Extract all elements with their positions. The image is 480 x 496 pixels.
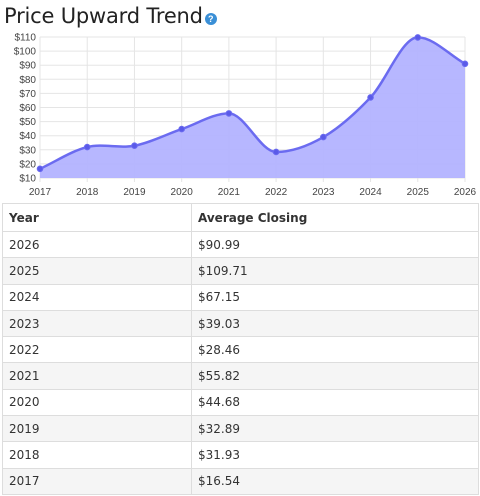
year-cell: 2019 bbox=[2, 415, 192, 443]
header-average-closing: Average Closing bbox=[191, 203, 479, 232]
y-tick-label: $30 bbox=[19, 145, 36, 156]
y-tick-label: $70 bbox=[19, 89, 36, 100]
table-row: 2021 $55.82 bbox=[2, 362, 479, 390]
y-tick-label: $40 bbox=[19, 131, 36, 142]
data-point[interactable] bbox=[131, 142, 138, 150]
x-tick-label: 2019 bbox=[123, 187, 146, 198]
data-point[interactable] bbox=[414, 34, 422, 41]
series-line bbox=[39, 36, 466, 170]
y-tick-label: $60 bbox=[19, 103, 36, 114]
data-point[interactable] bbox=[225, 110, 233, 117]
y-tick-label: $10 bbox=[19, 174, 36, 185]
year-cell: 2017 bbox=[2, 467, 192, 495]
y-tick-label: $100 bbox=[14, 47, 37, 58]
y-tick-label: $110 bbox=[14, 33, 36, 44]
table-row: 2023 $39.03 bbox=[2, 309, 479, 338]
x-tick-label: 2017 bbox=[29, 187, 52, 198]
price-cell: $44.68 bbox=[191, 388, 479, 417]
table-row: 2026 $90.99 bbox=[2, 230, 479, 259]
header-year: Year bbox=[2, 203, 192, 232]
price-cell: $28.46 bbox=[191, 336, 479, 364]
x-tick-label: 2025 bbox=[407, 187, 430, 198]
table-row: 2022 $28.46 bbox=[2, 336, 479, 364]
year-cell: 2025 bbox=[2, 257, 192, 285]
data-point[interactable] bbox=[272, 148, 280, 156]
price-cell: $16.54 bbox=[191, 467, 479, 495]
price-cell: $55.82 bbox=[191, 362, 479, 390]
x-tick-label: 2020 bbox=[171, 187, 194, 198]
price-cell: $39.03 bbox=[191, 309, 479, 338]
y-tick-label: $90 bbox=[19, 61, 36, 72]
title-bar: Price Upward Trend ? bbox=[4, 2, 217, 30]
x-tick-label: 2021 bbox=[218, 187, 241, 198]
table-row: 2020 $44.68 bbox=[2, 388, 479, 417]
x-tick-label: 2023 bbox=[312, 187, 335, 198]
price-cell: $67.15 bbox=[191, 283, 479, 311]
table-row: 2024 $67.15 bbox=[2, 283, 479, 311]
table-row: 2019 $32.89 bbox=[2, 415, 479, 443]
year-cell: 2023 bbox=[2, 309, 192, 338]
table-row: 2018 $31.93 bbox=[2, 441, 479, 469]
price-cell: $90.99 bbox=[191, 230, 479, 259]
data-point[interactable] bbox=[36, 165, 44, 173]
data-point[interactable] bbox=[83, 143, 91, 151]
data-point[interactable] bbox=[320, 133, 327, 141]
year-cell: 2021 bbox=[2, 362, 192, 390]
data-point[interactable] bbox=[461, 60, 469, 68]
year-cell: 2024 bbox=[2, 283, 192, 311]
x-tick-label: 2026 bbox=[454, 187, 477, 198]
data-point[interactable] bbox=[178, 125, 185, 133]
y-tick-label: $20 bbox=[19, 159, 36, 170]
x-tick-label: 2018 bbox=[76, 187, 99, 198]
year-cell: 2026 bbox=[2, 230, 192, 259]
year-cell: 2020 bbox=[2, 388, 192, 417]
price-cell: $109.71 bbox=[191, 257, 479, 285]
price-cell: $31.93 bbox=[191, 441, 479, 469]
data-point[interactable] bbox=[367, 94, 374, 101]
price-cell: $32.89 bbox=[191, 415, 479, 443]
x-tick-label: 2022 bbox=[265, 187, 288, 198]
table-row: 2017 $16.54 bbox=[2, 467, 479, 495]
x-tick-label: 2024 bbox=[359, 187, 382, 198]
page-title: Price Upward Trend bbox=[4, 4, 203, 28]
price-table: Year Average Closing 2026 $90.99 2025 $109… bbox=[2, 203, 479, 495]
table-row: 2025 $109.71 bbox=[2, 257, 479, 285]
question-circle-icon[interactable]: ? bbox=[204, 13, 217, 25]
y-tick-label: $50 bbox=[19, 117, 36, 128]
year-cell: 2022 bbox=[2, 336, 192, 364]
year-cell: 2018 bbox=[2, 441, 192, 469]
table-header-row: Year Average Closing bbox=[2, 203, 479, 232]
y-tick-label: $80 bbox=[19, 75, 36, 86]
price-trend-chart: $10 $20 $30 $40 $50 $60 $70 $80 $90 $100 $110 2017… bbox=[14, 33, 477, 199]
